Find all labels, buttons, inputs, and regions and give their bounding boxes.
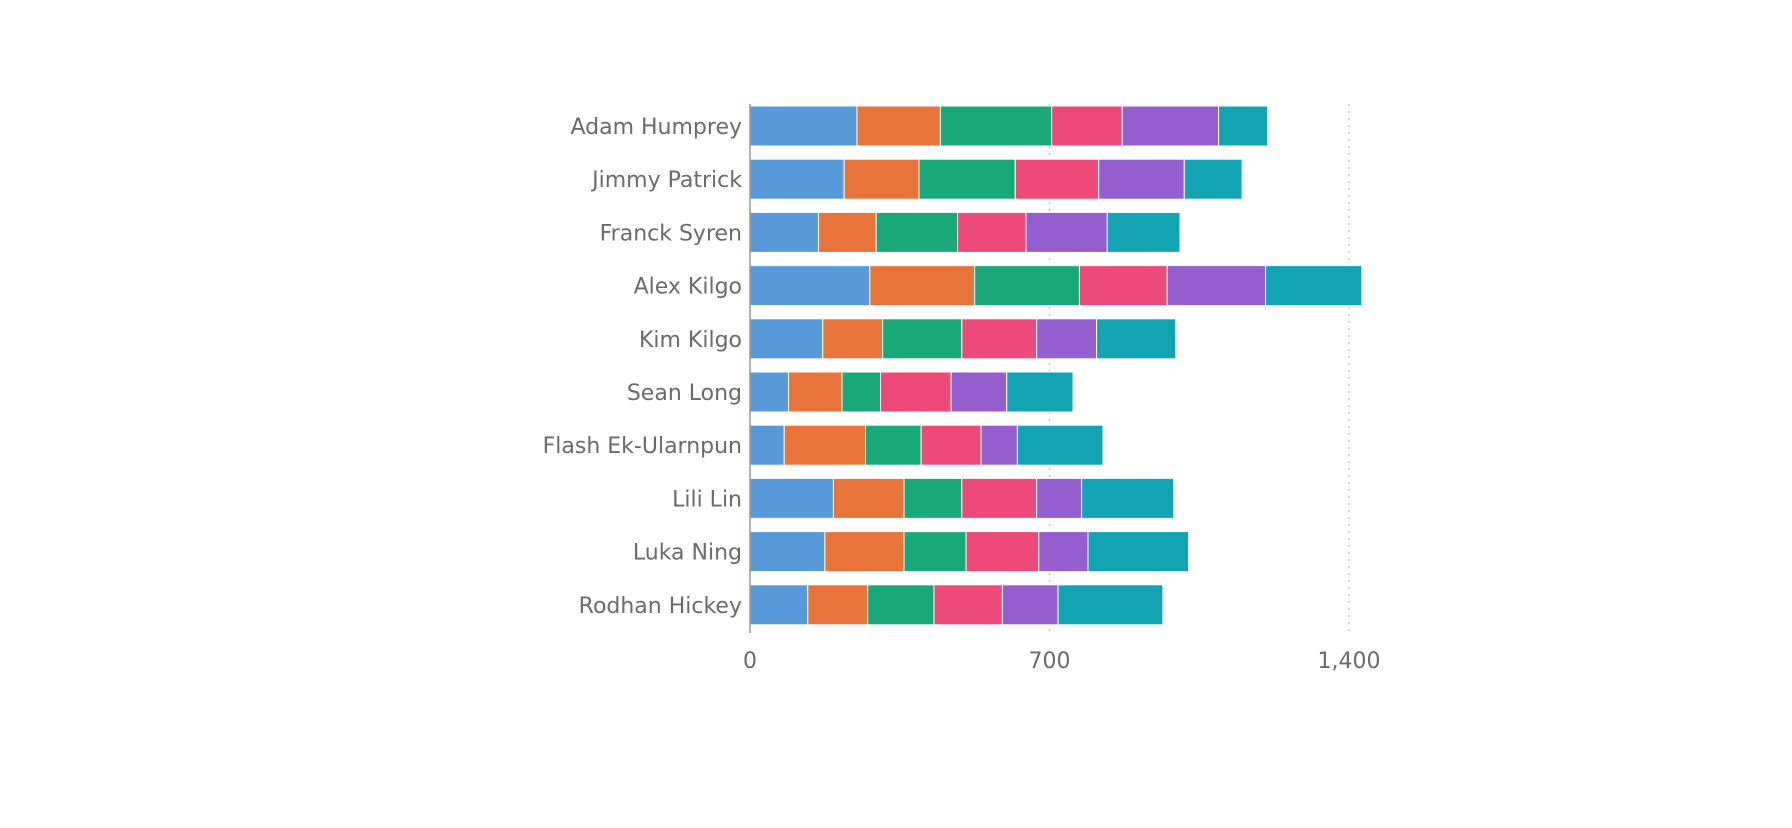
- bar-segment: [1096, 318, 1177, 360]
- bar-segment: [1087, 531, 1190, 573]
- bar-segment: [1081, 477, 1175, 519]
- bar-segment: [822, 318, 884, 360]
- bar-segment: [856, 105, 941, 147]
- category-labels: Adam Humprey Jimmy Patrick Franck Syren Ale…: [543, 115, 743, 619]
- bar-segment: [749, 211, 819, 253]
- category-label: Franck Syren: [600, 221, 742, 246]
- category-label: Luka Ning: [633, 541, 742, 566]
- bar-segment: [1098, 158, 1185, 200]
- bar-segment: [749, 531, 826, 573]
- bar-segment: [939, 105, 1053, 147]
- bar-segment: [1121, 105, 1220, 147]
- category-label: Adam Humprey: [570, 115, 742, 140]
- bar-segment: [1051, 105, 1123, 147]
- x-tick-label: 700: [1029, 649, 1071, 674]
- bars: [749, 105, 1363, 626]
- bar-segment: [1014, 158, 1100, 200]
- bar-segment: [824, 531, 905, 573]
- category-label: Lili Lin: [672, 487, 742, 512]
- bar-segment: [788, 371, 843, 413]
- bar-segment: [1025, 211, 1108, 253]
- bar-segment: [933, 584, 1003, 626]
- bar-segment: [920, 424, 982, 466]
- category-label: Flash Ek-Ularnpun: [543, 434, 742, 459]
- bar-segment: [1183, 158, 1243, 200]
- bar-segment: [1006, 371, 1074, 413]
- bar-segment: [1057, 584, 1164, 626]
- bar-segment: [980, 424, 1018, 466]
- bar-segment: [903, 477, 963, 519]
- bar-segment: [749, 477, 834, 519]
- x-tick-label: 0: [743, 649, 757, 674]
- bar-segment: [843, 158, 920, 200]
- bar-segment: [865, 424, 922, 466]
- bar-segment: [807, 584, 869, 626]
- category-label: Sean Long: [627, 381, 742, 406]
- bar-segment: [1016, 424, 1104, 466]
- bar-segment: [879, 371, 952, 413]
- bar-segment: [957, 211, 1027, 253]
- bar-segment: [832, 477, 905, 519]
- bar-segment: [950, 371, 1008, 413]
- bar-segment: [974, 265, 1080, 307]
- bar-segment: [1218, 105, 1269, 147]
- bar-segment: [783, 424, 867, 466]
- bar-segment: [882, 318, 963, 360]
- x-axis-ticks: 0 700 1,400: [743, 649, 1380, 674]
- bar-segment: [961, 318, 1038, 360]
- bar-segment: [841, 371, 881, 413]
- x-tick-label: 1,400: [1318, 649, 1381, 674]
- bar-segment: [749, 265, 871, 307]
- bar-segment: [749, 105, 858, 147]
- bar-segment: [1106, 211, 1181, 253]
- bar-segment: [749, 158, 845, 200]
- bar-segment: [749, 424, 785, 466]
- bar-segment: [1036, 477, 1083, 519]
- bar-segment: [903, 531, 967, 573]
- bar-segment: [1265, 265, 1363, 307]
- bar-segment: [749, 584, 809, 626]
- bar-segment: [918, 158, 1016, 200]
- bar-segment: [869, 265, 976, 307]
- bar-segment: [749, 318, 824, 360]
- category-label: Kim Kilgo: [639, 328, 742, 353]
- bar-segment: [1038, 531, 1089, 573]
- category-label: Alex Kilgo: [634, 275, 742, 300]
- bar-segment: [965, 531, 1040, 573]
- bar-segment: [817, 211, 877, 253]
- bar-segment: [875, 211, 959, 253]
- bar-segment: [867, 584, 935, 626]
- category-label: Jimmy Patrick: [590, 168, 742, 193]
- bar-segment: [1166, 265, 1267, 307]
- bar-segment: [961, 477, 1038, 519]
- category-label: Rodhan Hickey: [579, 594, 742, 619]
- bar-segment: [1001, 584, 1059, 626]
- bar-segment: [1078, 265, 1168, 307]
- bar-segment: [1036, 318, 1098, 360]
- bar-segment: [749, 371, 790, 413]
